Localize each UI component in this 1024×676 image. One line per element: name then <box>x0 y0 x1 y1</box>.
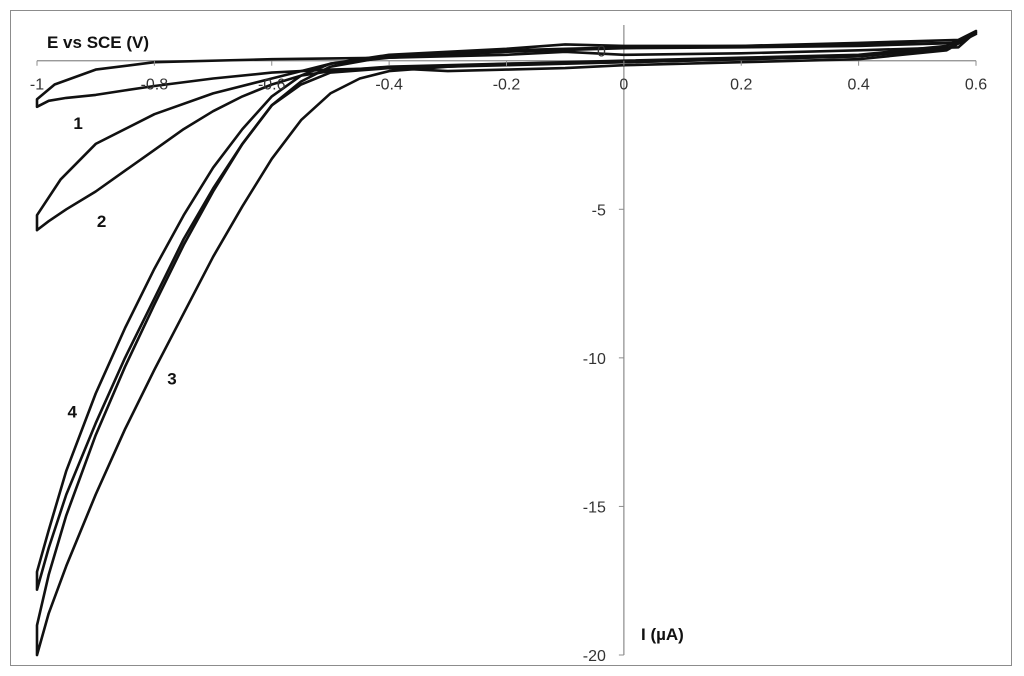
x-axis-title: E vs SCE (V) <box>47 33 149 52</box>
curve-label-3: 3 <box>167 370 176 389</box>
y-tick-label: -5 <box>592 202 606 219</box>
curve-label-1: 1 <box>73 114 82 133</box>
y-tick-label: 0 <box>597 44 606 61</box>
curve-1 <box>35 35 972 109</box>
y-axis-title: I (µA) <box>641 625 684 644</box>
x-tick-label: -0.2 <box>493 77 521 94</box>
x-tick-label: 0.2 <box>730 77 752 94</box>
y-tick-label: -10 <box>583 351 606 368</box>
curve-label-4: 4 <box>67 402 77 421</box>
curves <box>35 29 978 657</box>
x-tick-label: 0 <box>619 77 628 94</box>
curve-label-2: 2 <box>97 212 106 231</box>
curve-4 <box>35 32 978 591</box>
x-tick-label: -0.8 <box>141 77 169 94</box>
curve-labels: 1 2 3 4 <box>67 114 176 421</box>
axes <box>37 25 976 655</box>
tick-labels: -1 -0.8 -0.6 -0.4 -0.2 0 0.2 0.4 0.6 0 -5 -10 -15 -20 <box>30 44 987 665</box>
y-tick-label: -15 <box>583 499 606 516</box>
curve-3 <box>35 29 978 657</box>
x-tick-label: 0.6 <box>965 77 987 94</box>
y-tick-label: -20 <box>583 648 606 665</box>
x-tick-label: 0.4 <box>848 77 870 94</box>
x-tick-label: -0.6 <box>258 77 286 94</box>
chart-frame <box>10 10 1012 666</box>
x-tick-label: -0.4 <box>375 77 403 94</box>
x-tick-label: -1 <box>30 77 44 94</box>
